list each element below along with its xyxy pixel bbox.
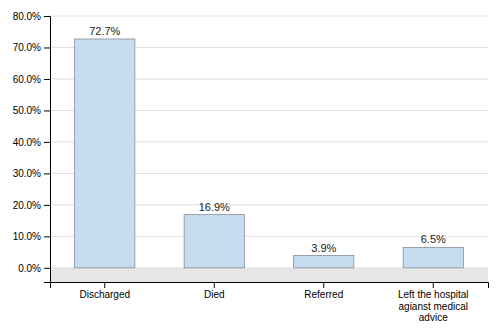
- y-tick: 60.0%: [13, 74, 50, 85]
- y-tick-label: 20.0%: [13, 200, 41, 211]
- y-tick-mark: [44, 110, 50, 111]
- x-tick-mark: [214, 282, 215, 288]
- x-tick-label: Died: [204, 289, 225, 300]
- y-tick-mark: [44, 79, 50, 80]
- y-tick-label: 30.0%: [13, 168, 41, 179]
- x-tick-mark: [323, 282, 324, 288]
- grid: [50, 16, 488, 268]
- y-tick: 0.0%: [18, 263, 50, 274]
- y-tick-mark: [44, 16, 50, 17]
- y-tick-label: 80.0%: [13, 11, 41, 22]
- x-tick: Left the hospitalagianst medicaladvice: [398, 282, 469, 323]
- y-tick-mark: [44, 142, 50, 143]
- grid-line: [50, 16, 488, 17]
- y-axis-line: [44, 17, 51, 283]
- plot: 72.7% 16.9% 3.9% 6.5% 0.0% 10.0% 20.0% 30.0% 40.…: [13, 11, 489, 323]
- x-tick: Discharged: [79, 282, 130, 300]
- y-tick-label: 70.0%: [13, 42, 41, 53]
- floor: [50, 268, 488, 282]
- x-axis: DischargedDiedReferredLeft the hospitala…: [51, 282, 489, 323]
- y-tick: 50.0%: [13, 105, 50, 116]
- bar: [294, 256, 354, 268]
- bars: [75, 39, 464, 268]
- x-tick-label-line: advice: [419, 312, 448, 323]
- x-tick-label-line: Left the hospital: [398, 289, 469, 300]
- x-tick-label-line: Discharged: [79, 289, 130, 300]
- y-tick: 20.0%: [13, 200, 50, 211]
- x-tick-mark: [433, 282, 434, 288]
- y-axis: 0.0% 10.0% 20.0% 30.0% 40.0% 50.0% 60.0% 70.0% 8…: [13, 11, 51, 283]
- x-tick-label: Discharged: [79, 289, 130, 300]
- y-tick: 10.0%: [13, 231, 50, 242]
- y-tick-mark: [44, 173, 50, 174]
- y-tick: 80.0%: [13, 11, 50, 22]
- data-labels: 72.7% 16.9% 3.9% 6.5%: [89, 25, 446, 254]
- x-tick-label: Referred: [304, 289, 343, 300]
- bar: [184, 215, 244, 268]
- y-tick: 40.0%: [13, 137, 50, 148]
- y-tick-label: 10.0%: [13, 231, 41, 242]
- y-tick: 70.0%: [13, 42, 50, 53]
- y-tick-label: 0.0%: [18, 263, 41, 274]
- y-tick-mark: [44, 47, 50, 48]
- y-tick-label: 60.0%: [13, 74, 41, 85]
- data-label: 72.7%: [89, 25, 120, 37]
- data-label: 6.5%: [421, 233, 446, 245]
- x-tick-label-line: Died: [204, 289, 225, 300]
- x-tick-label: Left the hospitalagianst medicaladvice: [398, 289, 469, 323]
- x-tick: Died: [204, 282, 225, 300]
- x-tick-mark: [104, 282, 105, 288]
- x-axis-line: [51, 283, 489, 289]
- data-label: 16.9%: [199, 201, 230, 213]
- y-tick-mark: [44, 236, 50, 237]
- chart: 72.7% 16.9% 3.9% 6.5% 0.0% 10.0% 20.0% 30.0% 40.…: [0, 0, 500, 336]
- data-label: 3.9%: [311, 242, 336, 254]
- x-tick-label-line: agianst medical: [399, 301, 468, 312]
- x-tick: Referred: [304, 282, 343, 300]
- bar: [403, 247, 463, 267]
- x-tick-label-line: Referred: [304, 289, 343, 300]
- y-tick-label: 40.0%: [13, 137, 41, 148]
- y-tick-mark: [44, 268, 50, 269]
- y-tick-mark: [44, 205, 50, 206]
- y-tick: 30.0%: [13, 168, 50, 179]
- y-tick-label: 50.0%: [13, 105, 41, 116]
- bar: [75, 39, 135, 268]
